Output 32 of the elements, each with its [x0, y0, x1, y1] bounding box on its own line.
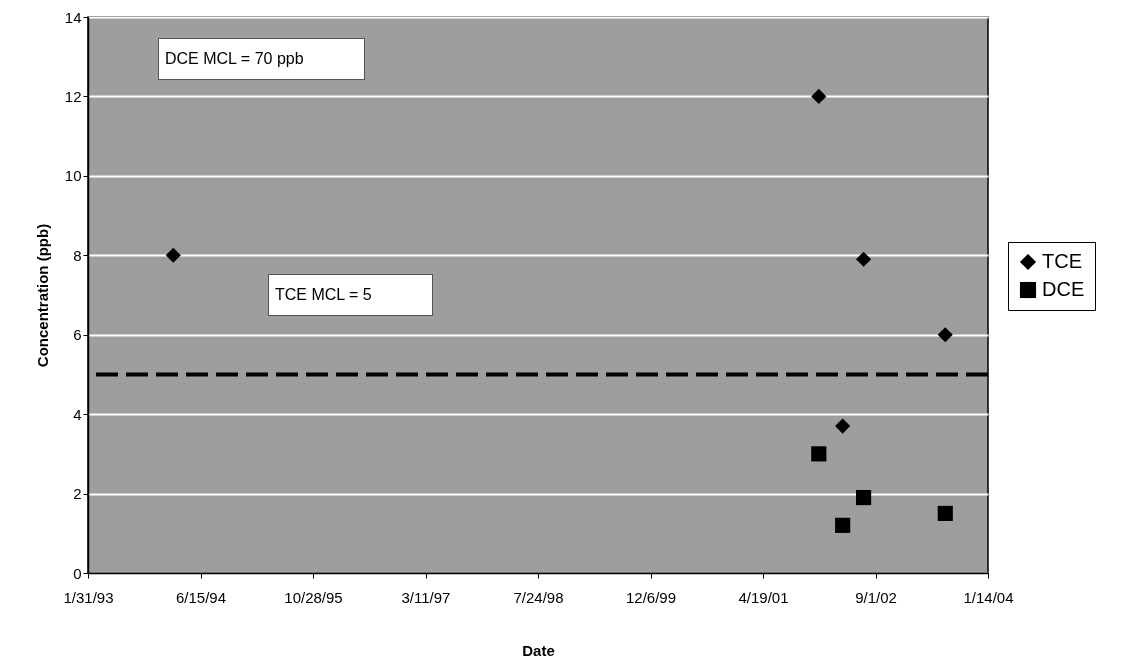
point	[855, 251, 872, 267]
y-tick-label: 8	[73, 246, 82, 264]
x-tick-label: 12/6/99	[625, 588, 677, 606]
x-tick-label: 3/11/97	[401, 588, 451, 606]
x-tick-label: 1/14/04	[963, 588, 1014, 606]
y-tick-label: 6	[73, 326, 82, 344]
note-box: DCE MCL = 70 ppb	[158, 38, 365, 80]
x-tick-label: 9/1/02	[855, 588, 897, 606]
legend-label: TCE	[1042, 250, 1082, 272]
x-tick-label: 6/15/94	[175, 588, 227, 606]
point	[811, 88, 827, 105]
y-tick-label: 2	[73, 485, 82, 503]
x-tick-label: 4/19/01	[738, 588, 789, 606]
y-tick-label: 14	[64, 8, 82, 26]
y-axis-title: Concentration (ppb)	[33, 223, 51, 368]
point	[835, 418, 851, 434]
y-tick-label: 10	[64, 167, 82, 185]
point	[937, 327, 953, 343]
x-tick-label: 1/31/93	[63, 588, 114, 606]
x-tick-label: 7/24/98	[513, 588, 564, 606]
point	[937, 505, 953, 522]
x-tick-label: 10/28/95	[284, 588, 343, 606]
legend-label: DCE	[1042, 278, 1085, 300]
y-tick-label: 0	[73, 564, 82, 582]
point	[811, 446, 827, 462]
y-tick-label: 12	[64, 87, 82, 105]
note-box: TCE MCL = 5	[268, 274, 433, 316]
x-axis-title: Date	[522, 641, 555, 659]
point	[165, 247, 181, 263]
point	[855, 489, 872, 506]
point	[835, 517, 851, 533]
y-tick-label: 4	[73, 405, 82, 423]
